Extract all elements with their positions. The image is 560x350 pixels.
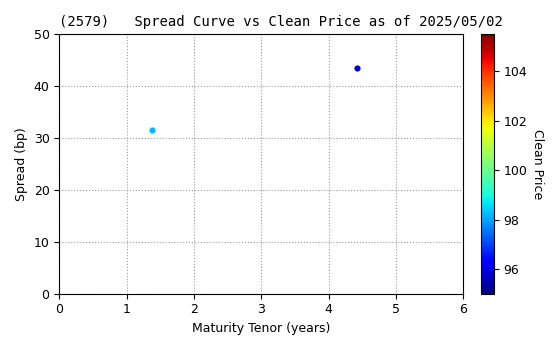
Point <box>148 127 157 133</box>
Y-axis label: Spread (bp): Spread (bp) <box>15 127 28 201</box>
X-axis label: Maturity Tenor (years): Maturity Tenor (years) <box>192 322 330 335</box>
Text: (2579)   Spread Curve vs Clean Price as of 2025/05/02: (2579) Spread Curve vs Clean Price as of… <box>59 15 503 29</box>
Y-axis label: Clean Price: Clean Price <box>531 129 544 199</box>
Point <box>352 65 361 71</box>
